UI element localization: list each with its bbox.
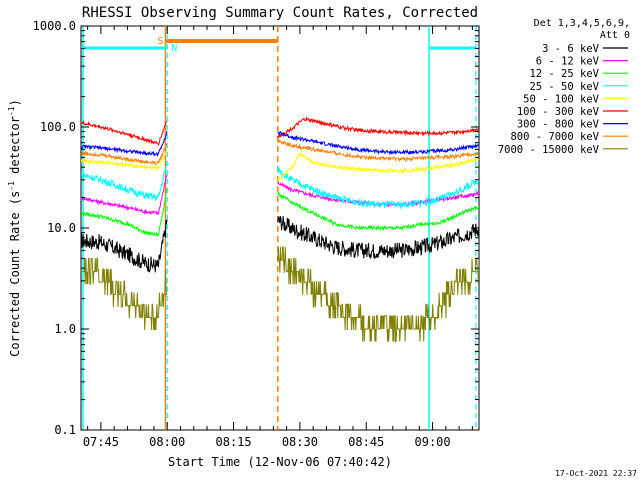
footer-timestamp: 17-Oct-2021 22:37 [555,469,637,478]
x-tick-label: 08:30 [282,435,318,449]
series-line-100-300keV [81,120,168,147]
chart-title: RHESSI Observing Summary Count Rates, Co… [82,5,478,21]
series-line-3-6keV [81,219,168,273]
axes [80,25,480,431]
y-tick-label: 1000.0 [33,19,76,33]
series-line-12-25keV [277,191,479,231]
ticks: 0.1 1.0 10.0 100.0 1000.0 07:45 08:00 08:15 08:3… [33,19,479,449]
legend-entry-label: 3 - 6 keV [542,43,600,55]
plot-frame [80,25,480,431]
series-line-100-300keV [277,115,479,139]
legend-entry-label: 7000 - 15000 keV [498,144,600,156]
x-tick-label: 09:00 [415,435,451,449]
legend-header: Det 1,3,4,5,6,9, [534,18,630,29]
x-axis-label: Start Time (12-Nov-06 07:40:42) [168,455,392,469]
legend-entry-label: 12 - 25 keV [529,68,599,80]
legend-entry-label: 25 - 50 keV [529,81,599,93]
saa-label: S [157,36,163,47]
legend-entry-label: 50 - 100 keV [523,93,600,105]
x-tick-label: 08:00 [149,435,185,449]
legend-header: Att 0 [600,30,630,41]
y-label-exp2: -1 [7,106,16,116]
y-label-prefix: Corrected Count Rate (s [8,191,22,357]
series-line-3-6keV [277,216,479,260]
y-label-exp1: -1 [7,181,16,191]
y-tick-label: 0.1 [54,423,76,437]
y-tick-label: 10.0 [47,221,76,235]
y-tick-label: 1.0 [54,322,76,336]
y-tick-label: 100.0 [40,120,76,134]
x-tick-label: 07:45 [83,435,119,449]
legend-entry-label: 800 - 7000 keV [510,131,599,143]
series-line-50-100keV [81,150,168,171]
series-line-6-12keV [81,174,168,216]
series-line-50-100keV [277,152,479,182]
series-line-800-7000keV [277,138,479,163]
series-line-300-800keV [277,131,479,156]
y-axis-label: Corrected Count Rate (s-1 detector-1) [7,99,22,357]
x-tick-label: 08:15 [216,435,252,449]
series-line-25-50keV [81,161,168,202]
legend-entry-label: 300 - 800 keV [517,119,600,131]
series-line-7000-15000keV [81,257,167,331]
series-lines [81,115,479,343]
y-label-suffix: ) [8,99,22,106]
series-line-300-800keV [81,131,168,158]
series-line-800-7000keV [81,143,168,166]
legend-entry-label: 6 - 12 keV [536,56,600,68]
night-label: N [171,43,177,54]
orbit-annotations: SN [81,26,477,430]
y-label-mid: detector [8,116,22,181]
x-tick-label: 08:45 [348,435,384,449]
series-line-25-50keV [277,166,479,210]
series-line-12-25keV [81,187,168,237]
series-line-7000-15000keV [277,246,479,343]
legend-entry-label: 100 - 300 keV [517,106,600,118]
